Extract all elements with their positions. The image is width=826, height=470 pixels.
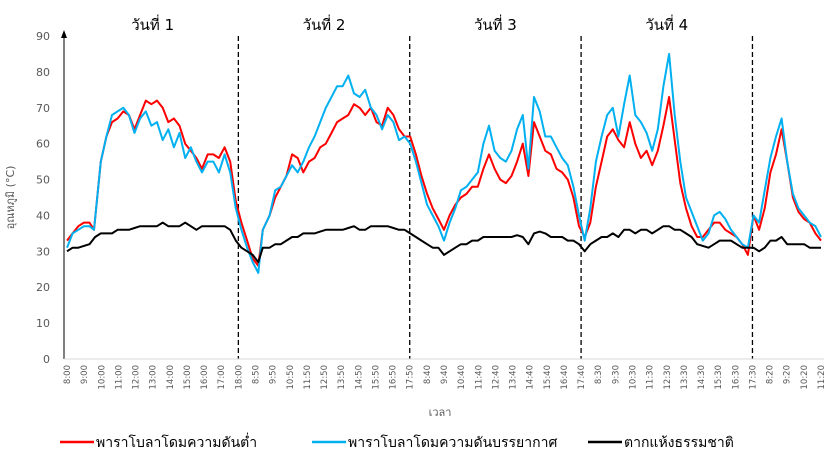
x-tick-label: 14:30 bbox=[697, 365, 707, 390]
y-axis-arrow bbox=[61, 30, 67, 38]
y-tick-label: 70 bbox=[36, 102, 50, 115]
x-tick-label: 11:30 bbox=[646, 365, 656, 390]
x-tick-label: 14:40 bbox=[526, 365, 536, 390]
x-tick-label: 10:30 bbox=[629, 365, 639, 390]
x-tick-label: 16:30 bbox=[731, 365, 741, 390]
x-tick-label: 16:50 bbox=[389, 365, 399, 390]
y-tick-label: 80 bbox=[36, 66, 50, 79]
series-lines bbox=[66, 52, 822, 274]
day-label: วันที่ 3 bbox=[474, 14, 517, 34]
y-tick-label: 30 bbox=[36, 245, 50, 258]
x-tick-label: 9:00 bbox=[80, 365, 90, 384]
series-line bbox=[66, 52, 822, 274]
legend-label: พาราโบลาโดมความดันบรรยากาศ bbox=[348, 434, 557, 451]
x-tick-label: 17:50 bbox=[406, 365, 416, 390]
x-tick-label: 12:40 bbox=[491, 365, 501, 390]
legend: พาราโบลาโดมความดันต่ำ พาราโบลาโดมความดันบ… bbox=[60, 433, 734, 451]
day-label: วันที่ 2 bbox=[303, 14, 346, 34]
x-tick-label: 8:50 bbox=[252, 365, 262, 384]
y-tick-label: 0 bbox=[43, 353, 50, 366]
x-tick-label: 15:00 bbox=[183, 365, 193, 390]
x-tick-label: 15:30 bbox=[714, 365, 724, 390]
x-tick-label: 9:50 bbox=[269, 365, 279, 384]
y-tick-label: 40 bbox=[36, 209, 50, 222]
x-tick-label: 10:00 bbox=[97, 365, 107, 390]
x-tick-label: 13:30 bbox=[680, 365, 690, 390]
y-tick-label: 20 bbox=[36, 281, 50, 294]
x-tick-label: 17:30 bbox=[748, 365, 758, 390]
x-tick-label: 9:20 bbox=[783, 365, 793, 384]
series-line bbox=[66, 221, 821, 264]
y-tick-label: 60 bbox=[36, 138, 50, 151]
x-tick-label: 8:30 bbox=[594, 365, 604, 384]
x-tick-label: 8:00 bbox=[63, 365, 73, 384]
x-tick-label: 17:40 bbox=[577, 365, 587, 390]
y-axis-ticks: 0 10 20 30 40 50 60 70 80 90 bbox=[36, 30, 50, 366]
legend-label: ตากแห้งธรรมชาติ bbox=[624, 435, 734, 451]
x-tick-label: 10:20 bbox=[800, 365, 810, 390]
x-axis-ticks: 8:00 9:00 10:00 11:00 12:00 13:00 14:00 15:00 16… bbox=[63, 365, 826, 390]
x-tick-label: 15:50 bbox=[371, 365, 381, 390]
x-tick-label: 18:00 bbox=[234, 365, 244, 390]
x-tick-label: 11:50 bbox=[303, 365, 313, 390]
x-tick-label: 13:50 bbox=[337, 365, 347, 390]
day-label: วันที่ 1 bbox=[131, 14, 174, 34]
x-tick-label: 9:30 bbox=[611, 365, 621, 384]
x-tick-label: 17:00 bbox=[217, 365, 227, 390]
y-tick-label: 50 bbox=[36, 174, 50, 187]
legend-label: พาราโบลาโดมความดันต่ำ bbox=[96, 433, 257, 451]
x-tick-label: 14:50 bbox=[354, 365, 364, 390]
x-tick-label: 13:40 bbox=[509, 365, 519, 390]
x-tick-label: 8:20 bbox=[766, 365, 776, 384]
x-tick-label: 15:40 bbox=[543, 365, 553, 390]
x-tick-label: 11:00 bbox=[114, 365, 124, 390]
x-tick-label: 11:40 bbox=[474, 365, 484, 390]
y-tick-label: 10 bbox=[36, 317, 50, 330]
x-tick-label: 16:00 bbox=[200, 365, 210, 390]
y-axis-title: อุณหภูมิ (°C) bbox=[4, 166, 17, 230]
x-tick-label: 8:40 bbox=[423, 365, 433, 384]
day-labels: วันที่ 1 วันที่ 2 วันที่ 3 วันที่ 4 bbox=[131, 14, 688, 34]
x-tick-label: 16:40 bbox=[560, 365, 570, 390]
x-tick-label: 14:00 bbox=[166, 365, 176, 390]
x-tick-label: 10:50 bbox=[286, 365, 296, 390]
x-tick-label: 12:50 bbox=[320, 365, 330, 390]
x-tick-label: 12:00 bbox=[132, 365, 142, 390]
x-axis-title: เวลา bbox=[429, 406, 452, 419]
day-label: วันที่ 4 bbox=[645, 14, 688, 34]
x-tick-label: 9:40 bbox=[440, 365, 450, 384]
x-tick-label: 12:30 bbox=[663, 365, 673, 390]
day-dividers bbox=[237, 36, 754, 359]
x-tick-label: 10:40 bbox=[457, 365, 467, 390]
x-tick-label: 13:00 bbox=[149, 365, 159, 390]
x-tick-label: 11:20 bbox=[817, 365, 826, 390]
y-tick-label: 90 bbox=[36, 30, 50, 43]
